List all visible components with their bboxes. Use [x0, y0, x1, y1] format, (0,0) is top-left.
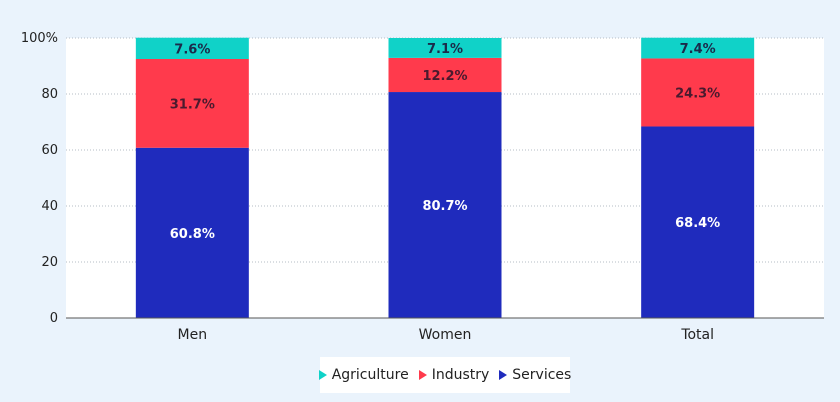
legend-label-services: Services	[512, 367, 572, 383]
y-tick-label: 0	[50, 311, 58, 326]
bar-agriculture-women[interactable]	[388, 38, 502, 58]
data-label-services: 60.8%	[170, 227, 215, 242]
y-tick-label: 100%	[21, 31, 58, 46]
data-label-industry: 12.2%	[422, 69, 467, 84]
legend-marker-services	[499, 370, 508, 380]
bar-services-women[interactable]	[388, 92, 502, 318]
bar-services-men[interactable]	[135, 147, 249, 318]
y-tick-label: 20	[41, 255, 58, 270]
data-label-industry: 31.7%	[170, 97, 215, 112]
legend-item-industry[interactable]: Industry	[418, 367, 490, 383]
x-category-label: Men	[178, 327, 208, 343]
y-tick-label: 60	[41, 143, 58, 158]
bar-industry-women[interactable]	[388, 57, 502, 93]
x-category-label: Women	[419, 327, 472, 343]
legend-marker-industry	[418, 370, 427, 380]
bar-agriculture-total[interactable]	[641, 37, 755, 59]
legend-item-agriculture[interactable]: Agriculture	[318, 367, 409, 383]
y-axis-ticks: 0 20 40 60 80 100%	[21, 31, 58, 326]
data-label-agriculture: 7.6%	[174, 42, 210, 57]
data-label-services: 68.4%	[675, 216, 720, 231]
data-label-agriculture: 7.4%	[680, 42, 716, 57]
legend-marker-agriculture	[318, 370, 327, 380]
legend: Agriculture Industry Services	[318, 357, 571, 393]
y-tick-label: 80	[41, 87, 58, 102]
data-label-agriculture: 7.1%	[427, 42, 463, 57]
bars: 60.8% 31.7% 7.6% 80.7% 12.2% 7.1% 68.4% 24.3% 7.…	[135, 37, 755, 318]
x-axis-labels: Men Women Total	[178, 327, 714, 343]
bar-agriculture-men[interactable]	[135, 37, 249, 59]
bar-services-total[interactable]	[641, 126, 755, 318]
x-category-label: Total	[680, 327, 714, 343]
data-label-services: 80.7%	[422, 199, 467, 214]
data-label-industry: 24.3%	[675, 86, 720, 101]
y-tick-label: 40	[41, 199, 58, 214]
bar-industry-total[interactable]	[641, 58, 755, 127]
bar-industry-men[interactable]	[135, 59, 249, 148]
legend-item-services[interactable]: Services	[499, 367, 571, 383]
legend-label-agriculture: Agriculture	[331, 367, 409, 383]
legend-label-industry: Industry	[431, 367, 490, 383]
